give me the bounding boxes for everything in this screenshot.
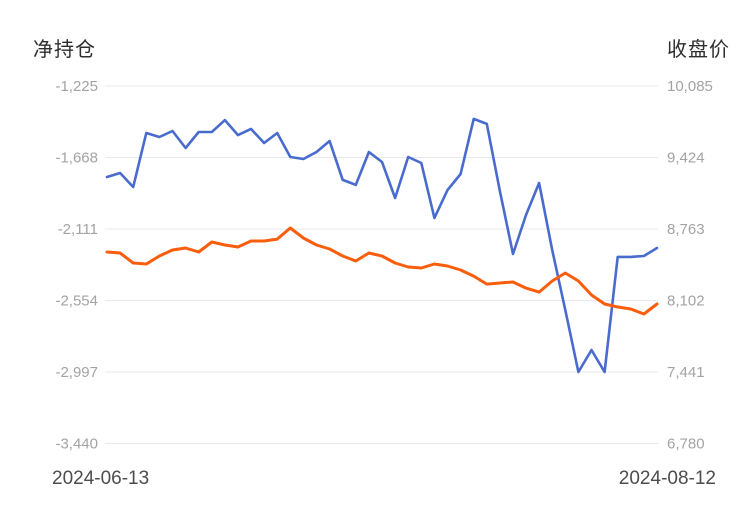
right-axis-tick-label: 6,780 [667, 436, 705, 453]
left-axis-tick-label: -2,111 [58, 221, 98, 238]
left-axis-tick-label: -3,440 [55, 436, 98, 453]
left-axis-title: 净持仓 [33, 39, 96, 61]
right-axis-tick-label: 10,085 [667, 78, 713, 95]
x-axis-end-label: 2024-08-12 [618, 468, 716, 489]
x-axis-start-label: 2024-06-13 [52, 468, 150, 489]
left-axis-tick-label: -2,997 [55, 364, 98, 381]
right-axis-tick-label: 7,441 [667, 364, 705, 381]
right-axis-tick-label: 9,424 [667, 150, 705, 167]
net-position-line [105, 117, 659, 374]
close-price-line [105, 226, 659, 316]
right-axis-tick-label: 8,102 [667, 293, 705, 310]
right-axis-tick-label: 8,763 [667, 221, 705, 238]
left-axis-tick-label: -2,554 [55, 293, 98, 310]
right-axis-title: 收盘价 [667, 39, 730, 61]
left-axis-tick-label: -1,225 [55, 78, 98, 95]
left-axis-tick-label: -1,668 [55, 150, 98, 167]
